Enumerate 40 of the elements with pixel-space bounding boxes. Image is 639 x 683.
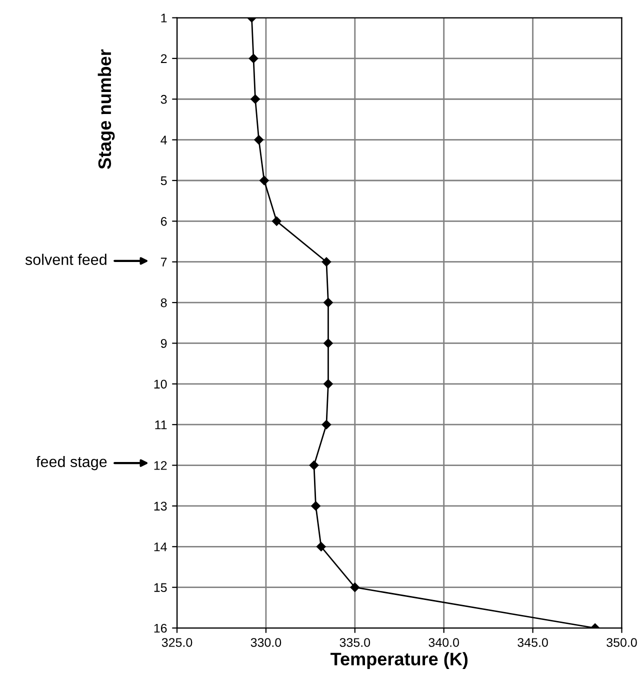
x-tick-label: 325.0	[162, 638, 192, 647]
point	[248, 54, 258, 64]
y-tick-label: 16	[154, 624, 167, 633]
x-tick-label: 335.0	[340, 638, 370, 647]
point	[322, 257, 332, 266]
y-tick-label: 15	[154, 583, 167, 592]
text: feed stage	[36, 456, 107, 470]
y-tick-label: 2	[160, 54, 167, 63]
y-tick-label: 9	[160, 339, 167, 348]
y-tick-label: 4	[160, 136, 167, 144]
x-tick-label: 330.0	[250, 638, 282, 647]
point	[272, 216, 282, 226]
y-axis-title: Stage number	[98, 49, 115, 169]
x-tick-label: 340.0	[428, 638, 459, 647]
point	[250, 94, 260, 104]
point	[350, 582, 360, 592]
point	[324, 379, 333, 389]
x-axis-title: Temperature (K)	[330, 652, 468, 669]
point	[260, 176, 269, 186]
point	[311, 501, 320, 511]
point	[254, 135, 264, 144]
x-tick-label: 345.0	[518, 638, 548, 647]
y-tick-label: 7	[160, 258, 167, 266]
text: solvent feed	[25, 254, 106, 266]
y-tick-label: 11	[155, 420, 167, 430]
y-tick-label: 6	[160, 216, 167, 226]
y-tick-label: 3	[160, 94, 167, 104]
y-tick-label: 13	[154, 502, 167, 511]
y-tick-label: 14	[154, 542, 167, 552]
point	[324, 298, 333, 308]
y-tick-label: 10	[154, 380, 167, 389]
point	[324, 338, 333, 348]
point	[309, 460, 319, 470]
y-tick-label: 5	[160, 176, 167, 186]
x-tick-label: 350.0	[606, 638, 637, 647]
point	[316, 542, 326, 552]
y-tick-label: 8	[160, 298, 167, 308]
y-tick-label: 12	[154, 461, 167, 470]
y-tick-label: 1	[161, 14, 167, 22]
point	[322, 420, 332, 430]
